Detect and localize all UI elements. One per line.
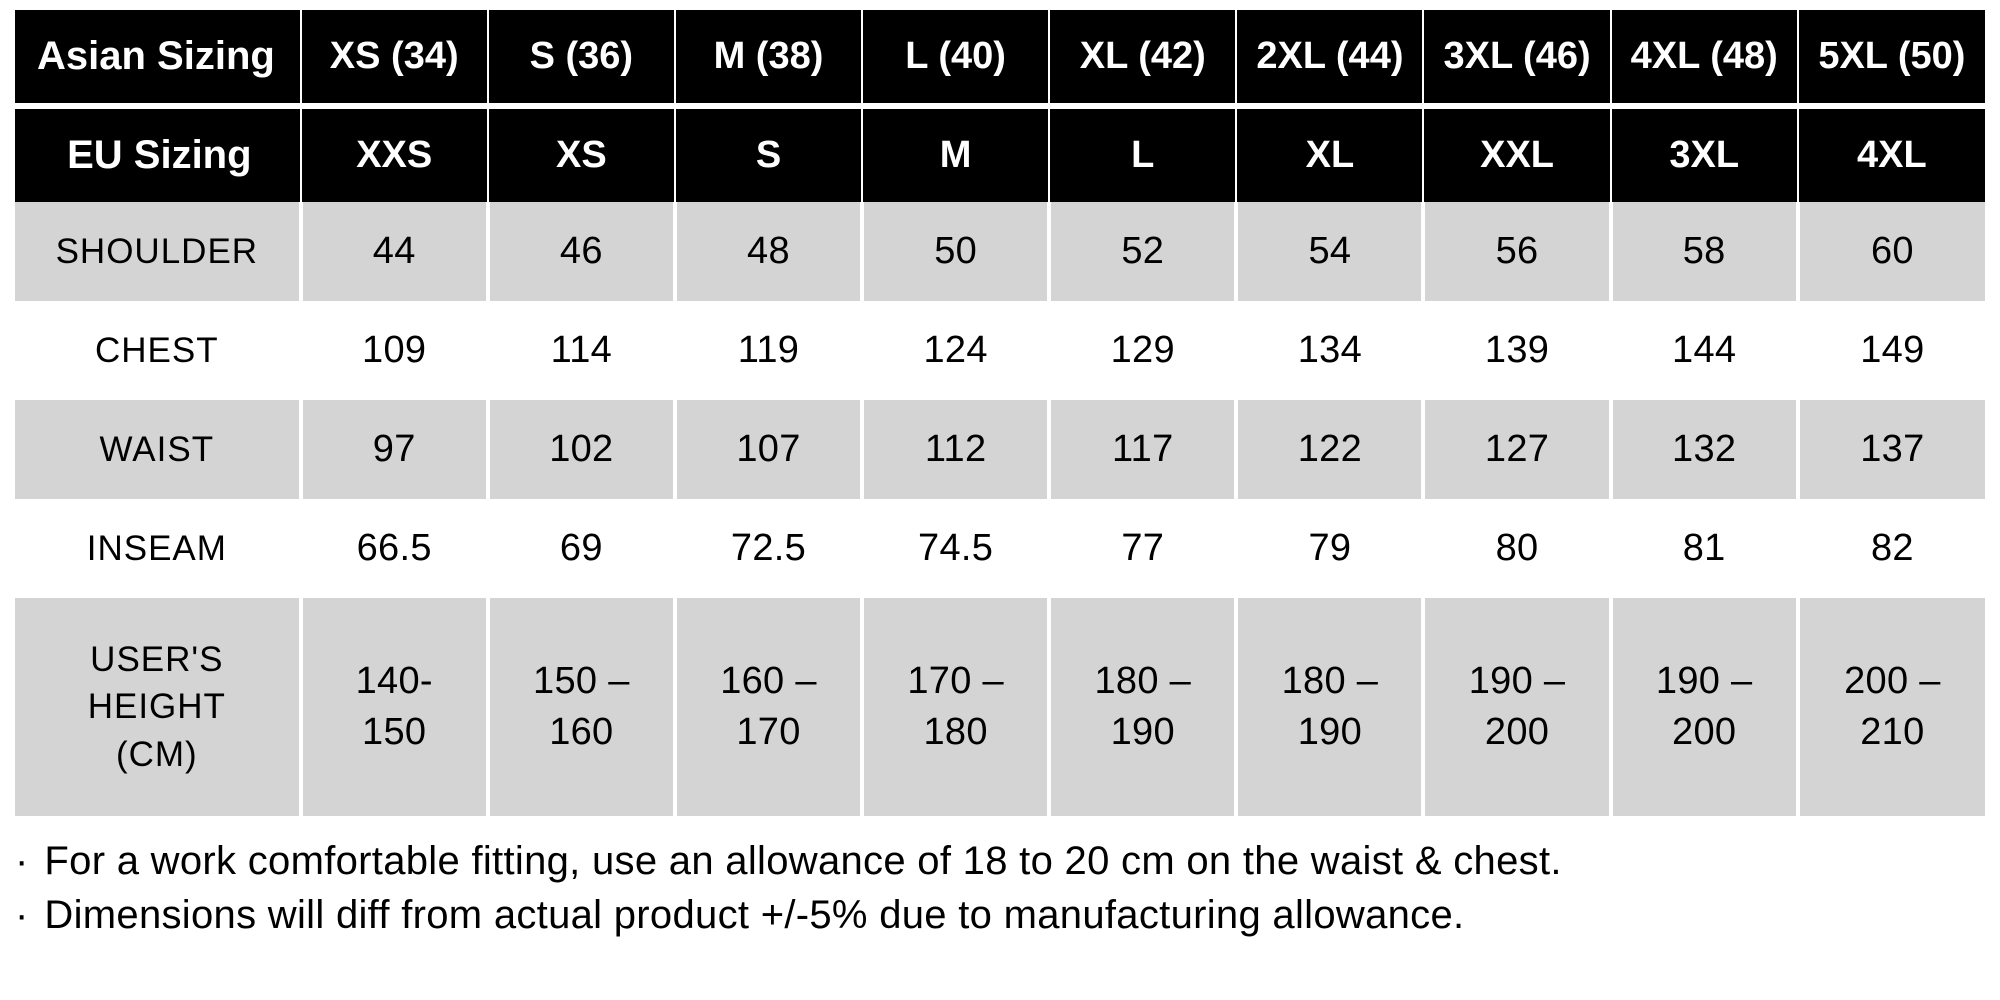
eu-size-header: 3XL — [1611, 109, 1798, 202]
asian-size-header: S (36) — [488, 10, 675, 103]
table-cell: 124 — [862, 301, 1049, 400]
table-cell: 79 — [1236, 499, 1423, 598]
table-cell: 107 — [675, 400, 862, 499]
table-cell: 112 — [862, 400, 1049, 499]
table-cell: 114 — [488, 301, 675, 400]
table-cell: 54 — [1236, 202, 1423, 301]
table-cell: 80 — [1423, 499, 1610, 598]
note-text: Dimensions will diff from actual product… — [33, 893, 1464, 937]
table-cell: 180 –190 — [1236, 598, 1423, 816]
table-cell: 66.5 — [301, 499, 488, 598]
eu-size-header: XL — [1236, 109, 1423, 202]
table-cell: 160 –170 — [675, 598, 862, 816]
table-cell: 58 — [1611, 202, 1798, 301]
table-cell: 119 — [675, 301, 862, 400]
table-row: INSEAM66.56972.574.57779808182 — [15, 499, 1985, 598]
footer-notes: · For a work comfortable fitting, use an… — [15, 816, 1985, 942]
note-line: · For a work comfortable fitting, use an… — [15, 834, 1985, 888]
asian-size-header: 3XL (46) — [1423, 10, 1610, 103]
table-cell: 137 — [1798, 400, 1985, 499]
eu-size-header: M — [862, 109, 1049, 202]
table-cell: 129 — [1049, 301, 1236, 400]
note-line: · Dimensions will diff from actual produ… — [15, 888, 1985, 942]
table-cell: 170 –180 — [862, 598, 1049, 816]
sizing-chart-container: Asian SizingXS (34)S (36)M (38)L (40)XL … — [0, 0, 2000, 942]
eu-size-header: S — [675, 109, 862, 202]
table-cell: 81 — [1611, 499, 1798, 598]
eu-size-header: XXL — [1423, 109, 1610, 202]
table-cell: 102 — [488, 400, 675, 499]
table-cell: 190 –200 — [1423, 598, 1610, 816]
table-cell: 52 — [1049, 202, 1236, 301]
table-cell: 134 — [1236, 301, 1423, 400]
table-cell: 144 — [1611, 301, 1798, 400]
asian-size-header: 5XL (50) — [1798, 10, 1985, 103]
asian-size-header: XL (42) — [1049, 10, 1236, 103]
table-cell: 200 –210 — [1798, 598, 1985, 816]
table-cell: 46 — [488, 202, 675, 301]
table-cell: 72.5 — [675, 499, 862, 598]
table-cell: 44 — [301, 202, 488, 301]
table-row: WAIST97102107112117122127132137 — [15, 400, 1985, 499]
table-body: Asian SizingXS (34)S (36)M (38)L (40)XL … — [15, 10, 1985, 816]
table-cell: 77 — [1049, 499, 1236, 598]
eu-size-header: L — [1049, 109, 1236, 202]
table-row: SHOULDER444648505254565860 — [15, 202, 1985, 301]
table-cell: 150 –160 — [488, 598, 675, 816]
bullet-icon: · — [15, 834, 33, 888]
eu-size-header: 4XL — [1798, 109, 1985, 202]
table-cell: 50 — [862, 202, 1049, 301]
sizing-table: Asian SizingXS (34)S (36)M (38)L (40)XL … — [15, 10, 1985, 816]
table-cell: 190 –200 — [1611, 598, 1798, 816]
table-cell: 48 — [675, 202, 862, 301]
note-text: For a work comfortable fitting, use an a… — [33, 839, 1562, 883]
asian-size-header: M (38) — [675, 10, 862, 103]
row-label: CHEST — [15, 301, 301, 400]
table-cell: 127 — [1423, 400, 1610, 499]
table-cell: 82 — [1798, 499, 1985, 598]
row-label: INSEAM — [15, 499, 301, 598]
asian-size-header: 4XL (48) — [1611, 10, 1798, 103]
table-cell: 139 — [1423, 301, 1610, 400]
table-cell: 60 — [1798, 202, 1985, 301]
table-cell: 117 — [1049, 400, 1236, 499]
table-cell: 140-150 — [301, 598, 488, 816]
asian-size-header: 2XL (44) — [1236, 10, 1423, 103]
asian-sizing-label: Asian Sizing — [15, 10, 301, 103]
row-label: SHOULDER — [15, 202, 301, 301]
table-cell: 56 — [1423, 202, 1610, 301]
table-cell: 132 — [1611, 400, 1798, 499]
table-cell: 69 — [488, 499, 675, 598]
table-cell: 74.5 — [862, 499, 1049, 598]
row-label: USER'S HEIGHT(CM) — [15, 598, 301, 816]
row-label: WAIST — [15, 400, 301, 499]
eu-sizing-label: EU Sizing — [15, 109, 301, 202]
table-row: USER'S HEIGHT(CM)140-150150 –160160 –170… — [15, 598, 1985, 816]
asian-size-header: L (40) — [862, 10, 1049, 103]
header-row-asian: Asian SizingXS (34)S (36)M (38)L (40)XL … — [15, 10, 1985, 103]
header-row-eu: EU SizingXXSXSSMLXLXXL3XL4XL — [15, 109, 1985, 202]
asian-size-header: XS (34) — [301, 10, 488, 103]
table-cell: 97 — [301, 400, 488, 499]
eu-size-header: XS — [488, 109, 675, 202]
table-cell: 180 –190 — [1049, 598, 1236, 816]
eu-size-header: XXS — [301, 109, 488, 202]
table-cell: 149 — [1798, 301, 1985, 400]
bullet-icon: · — [15, 888, 33, 942]
table-row: CHEST109114119124129134139144149 — [15, 301, 1985, 400]
table-cell: 122 — [1236, 400, 1423, 499]
table-cell: 109 — [301, 301, 488, 400]
